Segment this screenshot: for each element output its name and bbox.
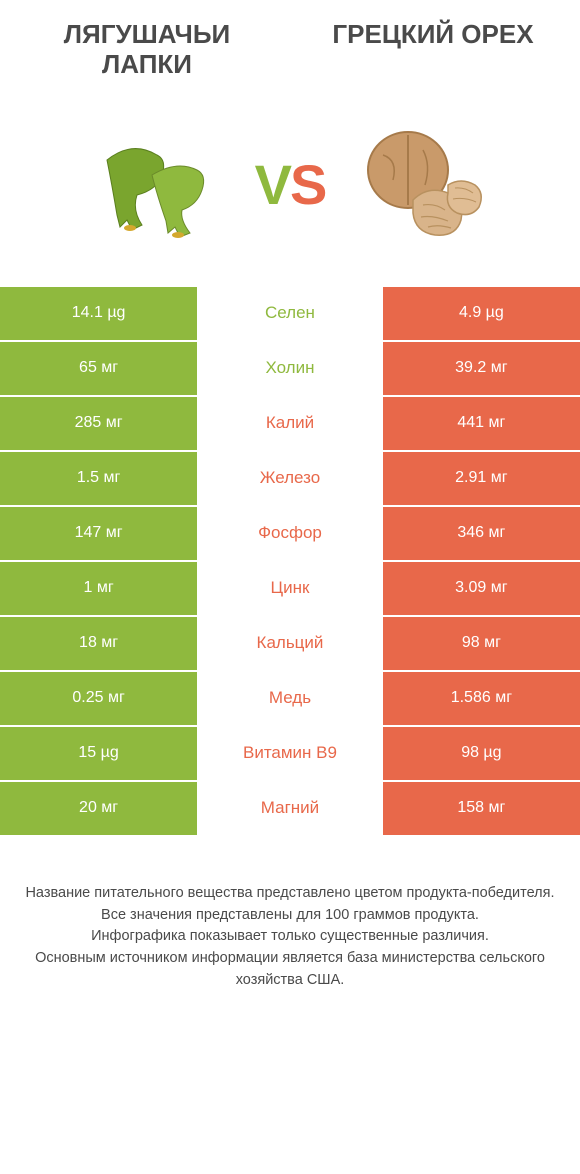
right-value: 2.91 мг — [383, 452, 580, 505]
left-value: 65 мг — [0, 342, 197, 395]
vs-badge: VS — [255, 152, 326, 217]
footer-line: Все значения представлены для 100 граммо… — [24, 905, 556, 927]
left-value: 1 мг — [0, 562, 197, 615]
nutrient-label: Железо — [197, 452, 383, 505]
nutrient-label: Холин — [197, 342, 383, 395]
nutrient-label: Калий — [197, 397, 383, 450]
right-value: 346 мг — [383, 507, 580, 560]
right-value: 98 мг — [383, 617, 580, 670]
right-value: 39.2 мг — [383, 342, 580, 395]
left-value: 15 µg — [0, 727, 197, 780]
footer-notes: Название питательного вещества представл… — [0, 835, 580, 1012]
vs-letter-s: S — [290, 153, 325, 216]
left-value: 285 мг — [0, 397, 197, 450]
nutrient-label: Кальций — [197, 617, 383, 670]
walnut-icon — [343, 115, 503, 255]
table-row: 285 мгКалий441 мг — [0, 395, 580, 450]
footer-line: Название питательного вещества представл… — [24, 883, 556, 905]
left-product-title: ЛЯГУШАЧЬИ ЛАПКИ — [30, 20, 264, 80]
footer-line: Инфографика показывает только существенн… — [24, 926, 556, 948]
table-row: 15 µgВитамин B998 µg — [0, 725, 580, 780]
right-value: 1.586 мг — [383, 672, 580, 725]
table-row: 18 мгКальций98 мг — [0, 615, 580, 670]
right-product-title: ГРЕЦКИЙ ОРЕХ — [316, 20, 550, 80]
vs-row: VS — [0, 90, 580, 285]
nutrient-label: Магний — [197, 782, 383, 835]
table-row: 14.1 µgСелен4.9 µg — [0, 285, 580, 340]
nutrient-label: Медь — [197, 672, 383, 725]
nutrient-label: Витамин B9 — [197, 727, 383, 780]
table-row: 65 мгХолин39.2 мг — [0, 340, 580, 395]
table-row: 20 мгМагний158 мг — [0, 780, 580, 835]
table-row: 0.25 мгМедь1.586 мг — [0, 670, 580, 725]
left-value: 18 мг — [0, 617, 197, 670]
frog-legs-icon — [77, 115, 237, 255]
header: ЛЯГУШАЧЬИ ЛАПКИ ГРЕЦКИЙ ОРЕХ — [0, 0, 580, 90]
right-value: 3.09 мг — [383, 562, 580, 615]
vs-letter-v: V — [255, 153, 290, 216]
right-value: 98 µg — [383, 727, 580, 780]
footer-line: Основным источником информации является … — [24, 948, 556, 992]
left-value: 20 мг — [0, 782, 197, 835]
nutrient-label: Селен — [197, 287, 383, 340]
table-row: 147 мгФосфор346 мг — [0, 505, 580, 560]
right-value: 158 мг — [383, 782, 580, 835]
table-row: 1.5 мгЖелезо2.91 мг — [0, 450, 580, 505]
table-row: 1 мгЦинк3.09 мг — [0, 560, 580, 615]
left-value: 0.25 мг — [0, 672, 197, 725]
left-value: 14.1 µg — [0, 287, 197, 340]
left-value: 147 мг — [0, 507, 197, 560]
right-value: 4.9 µg — [383, 287, 580, 340]
left-value: 1.5 мг — [0, 452, 197, 505]
nutrient-label: Фосфор — [197, 507, 383, 560]
comparison-table: 14.1 µgСелен4.9 µg65 мгХолин39.2 мг285 м… — [0, 285, 580, 835]
nutrient-label: Цинк — [197, 562, 383, 615]
right-value: 441 мг — [383, 397, 580, 450]
